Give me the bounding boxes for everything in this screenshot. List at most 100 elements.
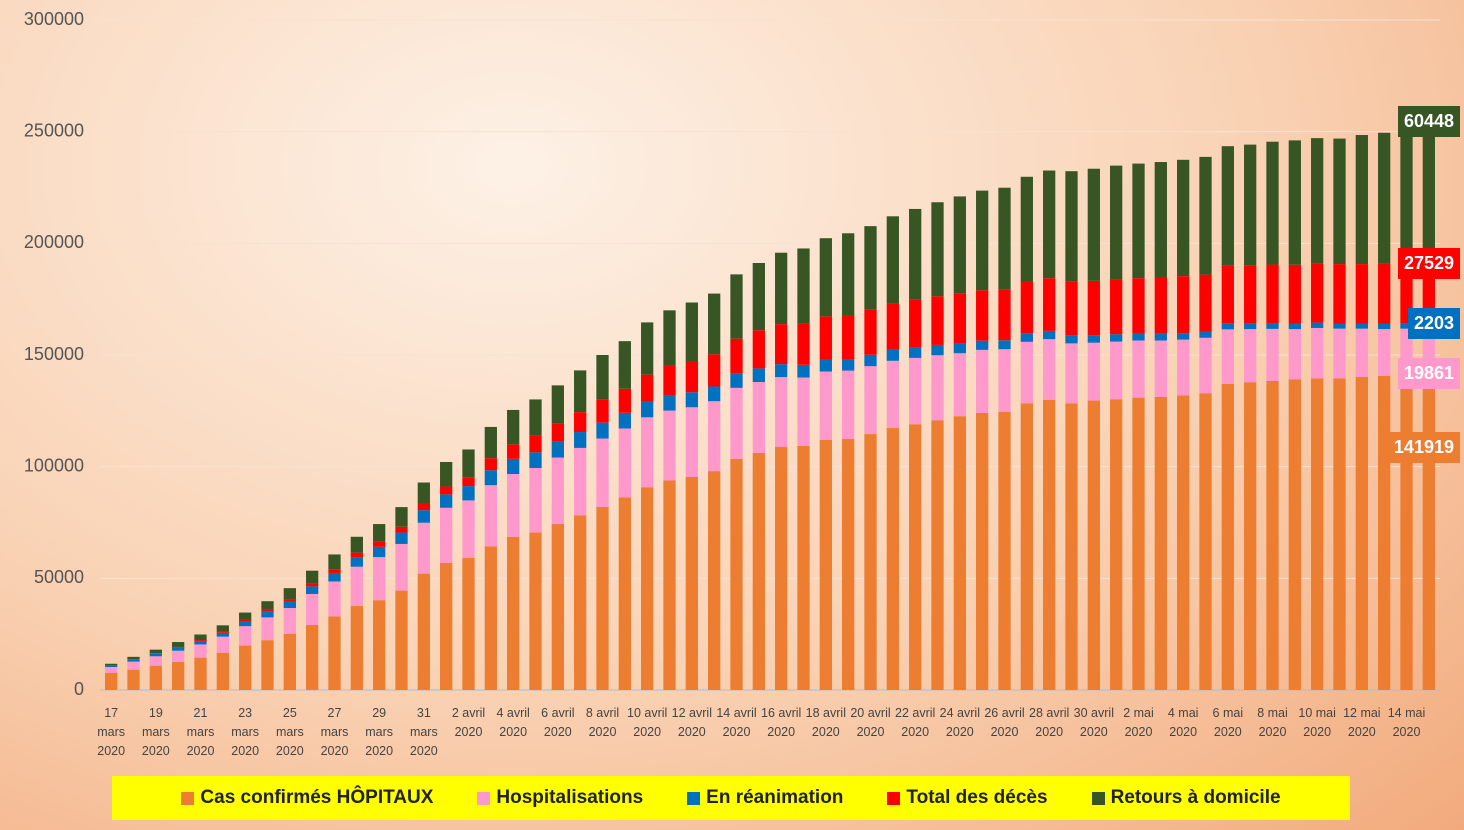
bar-segment [194, 634, 207, 641]
bar-segment [328, 581, 341, 617]
bar-segment [1378, 323, 1391, 330]
bar-segment [1065, 403, 1078, 690]
x-tick-label: 29 mars 2020 [365, 706, 394, 758]
bar-segment [1020, 403, 1033, 690]
bar-segment [574, 432, 587, 448]
bar-segment [842, 233, 855, 316]
bar-segment [350, 557, 363, 567]
bar-segment [775, 324, 788, 365]
bar-segment [1221, 323, 1234, 330]
bar-segment [1244, 329, 1257, 383]
bar-segment [261, 601, 274, 610]
x-tick-label: 2 mai 2020 [1123, 706, 1154, 739]
bar-segment [641, 417, 654, 488]
bar-segment [976, 290, 989, 341]
bar-segment [819, 371, 832, 440]
x-tick-label: 19 mars 2020 [141, 706, 170, 758]
bar-segment [1065, 171, 1078, 282]
bar-segment [953, 293, 966, 344]
y-tick-label: 100000 [24, 455, 84, 475]
bar-segment [283, 633, 296, 690]
bar-segment [998, 349, 1011, 412]
bar-segment [842, 370, 855, 439]
bar-segment [261, 640, 274, 690]
bar-segment [395, 532, 408, 544]
x-tick-label: 23 mars 2020 [231, 706, 260, 758]
bar-segment [1266, 323, 1279, 329]
bar-segment [1221, 329, 1234, 384]
bar-segment [1154, 333, 1167, 341]
bar-segment [730, 338, 743, 374]
bar-segment [998, 289, 1011, 341]
x-tick-label: 31 mars 2020 [409, 706, 438, 758]
bar-segment [1221, 265, 1234, 324]
bar-segment [484, 470, 497, 486]
bar-segment [395, 526, 408, 533]
bar-segment [105, 672, 118, 690]
bar-segment [730, 458, 743, 690]
bar-segment [730, 373, 743, 388]
bar-segment [239, 626, 252, 646]
bar-segment [283, 599, 296, 602]
bar-segment [886, 303, 899, 350]
value-label: 60448 [1397, 106, 1460, 137]
bar-segment [1266, 380, 1279, 690]
bar-segment [149, 656, 162, 666]
bar-segment [574, 412, 587, 433]
bar-segment [842, 438, 855, 690]
bar-segment [1087, 400, 1100, 690]
bar-segment [1132, 340, 1145, 398]
bar-segment [484, 546, 497, 690]
value-label: 27529 [1397, 248, 1460, 279]
bar-segment [1266, 264, 1279, 324]
bar-segment [1177, 395, 1190, 690]
bar-segment [484, 485, 497, 547]
bar-segment [216, 632, 229, 637]
bar-segment [350, 606, 363, 690]
bar-segment [1311, 322, 1324, 328]
legend-item: Total des décès [887, 787, 1048, 809]
bar-segment [440, 486, 453, 495]
bar-segment [663, 365, 676, 396]
bar-segment [1020, 281, 1033, 334]
bar-segment [417, 573, 430, 690]
bar-segment [1333, 138, 1346, 265]
y-tick-label: 0 [74, 679, 84, 699]
bar-segment [440, 562, 453, 690]
bar-segment [1221, 146, 1234, 266]
bar-segment [1087, 335, 1100, 343]
y-tick-label: 300000 [24, 9, 84, 29]
bar-segment [663, 480, 676, 690]
bar-segment [1378, 375, 1391, 690]
bar-segment [641, 374, 654, 402]
bar-segment [239, 621, 252, 627]
x-tick-label: 12 mai 2020 [1343, 706, 1381, 739]
bar-segment [663, 395, 676, 411]
x-tick-label: 6 mai 2020 [1212, 706, 1244, 739]
bar-segment [551, 423, 564, 442]
bar-segment [507, 536, 520, 690]
bar-segment [1288, 264, 1301, 324]
x-tick-label: 22 avril 2020 [895, 706, 936, 739]
bar-segment [909, 424, 922, 690]
bar-segment [1244, 323, 1257, 330]
bar-segment [373, 541, 386, 547]
bar-segment [306, 583, 319, 587]
bar-segment [663, 310, 676, 366]
bar-segment [596, 506, 609, 690]
bar-segment [1177, 333, 1190, 340]
bar-segment [239, 612, 252, 620]
bar-segment [1266, 328, 1279, 381]
bar-segment [685, 407, 698, 477]
bar-segment [1266, 141, 1279, 265]
bar-segment [931, 344, 944, 356]
bar-segment [306, 593, 319, 626]
x-tick-label: 26 avril 2020 [984, 706, 1025, 739]
bar-segment [797, 364, 810, 378]
bar-segment [931, 355, 944, 421]
bar-segment [931, 296, 944, 345]
bar-segment [1244, 382, 1257, 690]
bar-segment [306, 625, 319, 690]
x-tick-label: 14 avril 2020 [716, 706, 757, 739]
